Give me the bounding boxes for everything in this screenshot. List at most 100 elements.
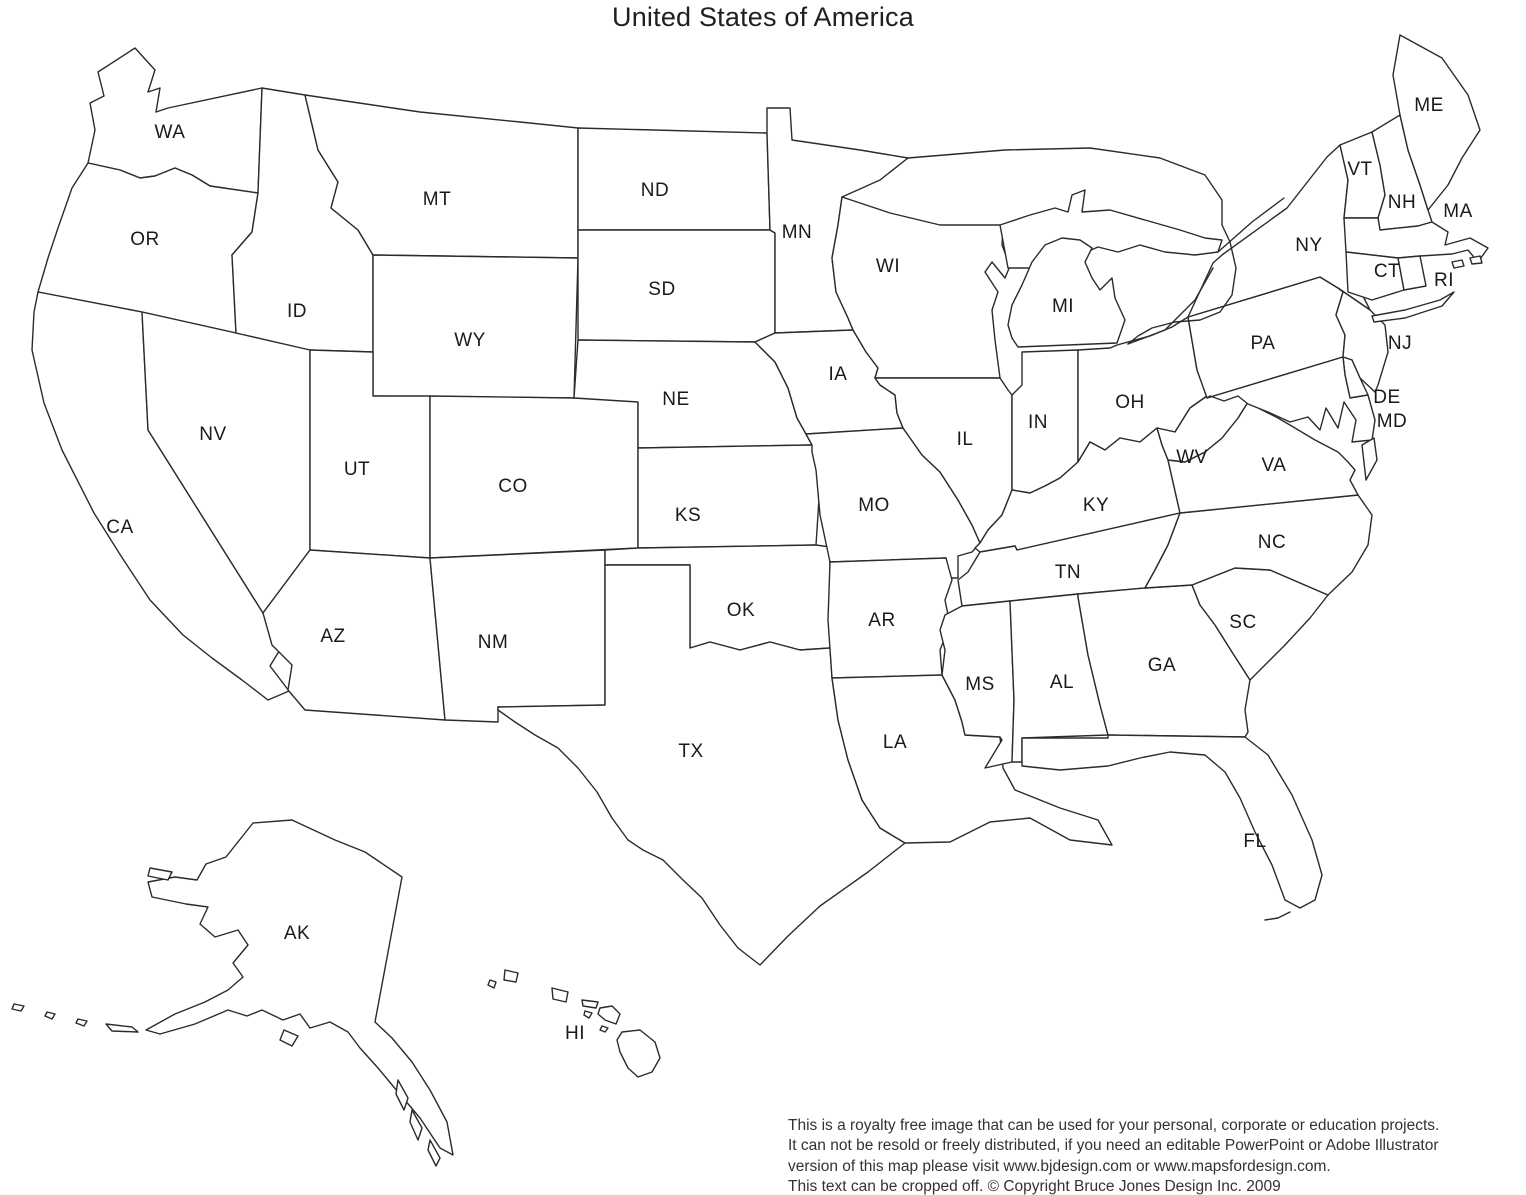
state-label-in: IN xyxy=(1028,412,1048,433)
state-shape-az xyxy=(262,549,446,721)
state-label-il: IL xyxy=(957,429,974,450)
state-label-nd: ND xyxy=(641,180,669,201)
ak-aleutian-island-3 xyxy=(75,1018,88,1027)
copyright-line-2: It can not be resold or freely distribut… xyxy=(788,1137,1439,1155)
lake-superior-border-line xyxy=(907,147,1231,243)
lake-huron-border-line xyxy=(1127,241,1237,345)
state-shape-il xyxy=(874,377,1013,544)
state-label-ri: RI xyxy=(1434,270,1454,291)
state-shape-nm xyxy=(429,549,606,723)
state-label-ok: OK xyxy=(727,600,755,621)
state-label-vt: VT xyxy=(1347,159,1372,180)
state-shape-me xyxy=(1392,34,1481,211)
hi-oahu-island xyxy=(551,987,569,1003)
state-shape-ct xyxy=(1345,251,1405,301)
state-label-ak: AK xyxy=(284,923,310,944)
state-label-ms: MS xyxy=(965,674,995,695)
copyright-line-3: version of this map please visit www.bjd… xyxy=(788,1157,1331,1175)
state-shape-mi-lower xyxy=(1007,237,1126,348)
marthas-vineyard-island xyxy=(1469,255,1483,265)
state-label-ia: IA xyxy=(829,364,848,385)
state-label-wi: WI xyxy=(876,256,900,277)
state-label-al: AL xyxy=(1050,672,1074,693)
state-label-me: ME xyxy=(1414,95,1444,116)
state-label-tx: TX xyxy=(678,741,703,762)
state-label-ks: KS xyxy=(675,505,701,526)
state-label-ga: GA xyxy=(1148,655,1176,676)
state-label-wv: WV xyxy=(1176,447,1208,468)
lake-erie-border-line xyxy=(1127,267,1214,345)
long-island xyxy=(1371,291,1455,323)
ak-kodiak-island xyxy=(279,1029,299,1047)
state-label-co: CO xyxy=(498,476,528,497)
page-title: United States of America xyxy=(612,2,914,32)
state-label-hi: HI xyxy=(565,1023,585,1044)
state-shape-nd xyxy=(577,127,771,231)
hi-big-island xyxy=(616,1029,661,1078)
state-shapes xyxy=(11,34,1489,1167)
hi-niihau-island xyxy=(487,979,497,989)
state-label-ut: UT xyxy=(344,459,370,480)
state-label-oh: OH xyxy=(1115,392,1145,413)
state-label-fl: FL xyxy=(1243,831,1266,852)
hi-kauai-island xyxy=(503,969,519,983)
state-shape-ks xyxy=(637,444,823,549)
hi-kahoolawe-island xyxy=(599,1025,609,1033)
ak-st-lawrence-island xyxy=(147,867,173,881)
state-label-pa: PA xyxy=(1251,333,1276,354)
state-label-or: OR xyxy=(130,229,160,250)
state-label-nc: NC xyxy=(1258,532,1286,553)
state-label-ar: AR xyxy=(868,610,895,631)
state-label-sd: SD xyxy=(648,279,675,300)
florida-keys-line xyxy=(1264,911,1291,921)
ak-aleutian-island-4 xyxy=(105,1023,139,1033)
state-label-az: AZ xyxy=(320,626,345,647)
state-label-mo: MO xyxy=(858,495,890,516)
ak-panhandle-island-1 xyxy=(395,1079,409,1111)
state-shape-nc xyxy=(1144,494,1373,596)
state-label-ky: KY xyxy=(1083,495,1109,516)
copyright-line-1: This is a royalty free image that can be… xyxy=(788,1117,1440,1134)
state-label-la: LA xyxy=(883,732,907,753)
hi-molokai-island xyxy=(581,999,599,1009)
state-label-va: VA xyxy=(1262,455,1287,476)
ak-panhandle-island-2 xyxy=(409,1109,423,1141)
state-label-ma: MA xyxy=(1443,201,1473,222)
state-label-ny: NY xyxy=(1295,235,1322,256)
state-label-id: ID xyxy=(287,301,307,322)
state-shape-wy xyxy=(372,254,579,399)
ak-panhandle-island-3 xyxy=(427,1139,441,1167)
state-label-ne: NE xyxy=(662,389,689,410)
ak-aleutian-island-1 xyxy=(11,1003,25,1012)
state-label-wy: WY xyxy=(454,330,486,351)
copyright-note: This is a royalty free image that can be… xyxy=(788,1116,1524,1195)
state-label-nj: NJ xyxy=(1388,333,1412,354)
state-label-mt: MT xyxy=(423,189,451,210)
state-label-nh: NH xyxy=(1388,192,1416,213)
state-label-sc: SC xyxy=(1229,612,1256,633)
state-labels: WA OR CA NV ID MT WY UT CO AZ NM ND SD NE KS OK TX MN IA MO… xyxy=(106,95,1472,1044)
state-label-md: MD xyxy=(1377,411,1408,432)
state-shape-fl xyxy=(1021,734,1323,909)
state-shape-tx xyxy=(497,564,906,966)
state-shape-co xyxy=(429,395,639,559)
state-label-nv: NV xyxy=(199,424,226,445)
state-shape-ak xyxy=(145,819,454,1156)
state-label-mn: MN xyxy=(782,222,813,243)
state-label-de: DE xyxy=(1373,387,1400,408)
state-label-tn: TN xyxy=(1055,562,1081,583)
state-label-nm: NM xyxy=(478,632,509,653)
state-label-wa: WA xyxy=(155,122,186,143)
state-shape-va-eastern-shore xyxy=(1361,437,1378,481)
nantucket-island xyxy=(1451,259,1465,269)
ak-aleutian-island-2 xyxy=(44,1011,56,1020)
state-shape-mi-upper xyxy=(999,189,1223,269)
state-shape-ri xyxy=(1397,255,1427,291)
state-shape-sd xyxy=(577,229,776,343)
water-border-lines xyxy=(907,147,1291,921)
state-label-mi: MI xyxy=(1052,296,1074,317)
state-label-ct: CT xyxy=(1374,261,1400,282)
hi-maui-island xyxy=(597,1005,621,1025)
